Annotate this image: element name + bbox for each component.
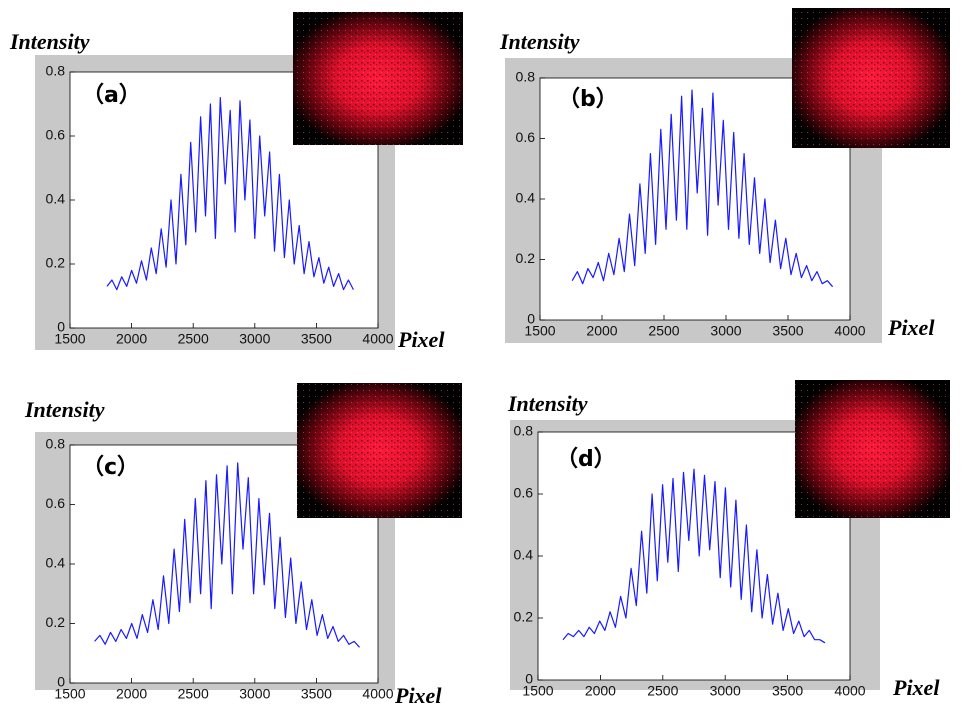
data-line — [106, 97, 354, 291]
speckle-image — [293, 12, 463, 145]
y-tick-label: 0.2 — [46, 255, 66, 271]
x-tick-label: 3500 — [772, 323, 803, 339]
insets — [293, 8, 950, 518]
x-tick-label: 4000 — [362, 686, 393, 702]
subplot: 1500 2000 2500 3000 3500 4000 0 0.2 0.4 0.6 0.8 Int… — [507, 391, 940, 700]
x-tick-label: 2500 — [178, 686, 209, 702]
x-tick-label: 2000 — [116, 686, 147, 702]
x-tick-label: 3000 — [710, 683, 741, 699]
x-tick-label: 4000 — [362, 331, 393, 347]
y-tick-label: 0.4 — [46, 191, 66, 207]
y-tick-label: 0.2 — [516, 250, 536, 266]
x-tick-label: 3500 — [301, 331, 332, 347]
x-tick-label: 2500 — [178, 331, 209, 347]
x-tick-label: 2500 — [647, 683, 678, 699]
x-tick-label: 3000 — [239, 686, 270, 702]
x-tick-label: 1500 — [54, 686, 85, 702]
x-tick-label: 3000 — [239, 331, 270, 347]
y-tick-label: 0.6 — [516, 129, 536, 145]
data-line — [571, 89, 834, 288]
panel-annotation: （a） — [82, 83, 141, 108]
y-tick-label: 0.6 — [514, 485, 534, 501]
data-line — [94, 462, 360, 648]
panel-annotation: （c） — [82, 455, 139, 480]
x-axis-label: Pixel — [397, 327, 445, 352]
y-tick-label: 0.4 — [514, 547, 534, 563]
speckle-image — [795, 380, 950, 518]
x-tick-label: 1500 — [522, 683, 553, 699]
y-tick-label: 0.6 — [46, 495, 66, 511]
x-tick-label: 2500 — [648, 323, 679, 339]
x-tick-label: 3500 — [772, 683, 803, 699]
speckle-image — [792, 8, 950, 148]
y-tick-label: 0 — [525, 671, 533, 687]
y-tick-label: 0 — [527, 311, 535, 327]
y-tick-label: 0.4 — [46, 555, 66, 571]
y-tick-label: 0 — [57, 319, 65, 335]
speckle-image — [297, 383, 462, 518]
panel-annotation: （d） — [556, 447, 616, 472]
x-tick-label: 2000 — [116, 331, 147, 347]
x-tick-label: 3000 — [710, 323, 741, 339]
x-tick-label: 3500 — [301, 686, 332, 702]
x-tick-label: 1500 — [524, 323, 555, 339]
panel-annotation: （b） — [558, 87, 618, 112]
y-tick-label: 0.8 — [516, 69, 536, 85]
y-tick-label: 0.2 — [46, 614, 66, 630]
y-tick-label: 0.6 — [46, 127, 66, 143]
y-axis-label: Intensity — [499, 29, 580, 54]
y-tick-label: 0.8 — [514, 423, 534, 439]
y-axis-label: Intensity — [9, 29, 90, 54]
x-axis-label: Pixel — [887, 315, 935, 340]
x-tick-label: 2000 — [586, 323, 617, 339]
y-tick-label: 0.8 — [46, 63, 66, 79]
y-tick-label: 0.8 — [46, 436, 66, 452]
x-tick-label: 4000 — [834, 683, 865, 699]
y-tick-label: 0 — [57, 674, 65, 690]
y-axis-label: Intensity — [507, 391, 588, 416]
y-tick-label: 0.4 — [516, 190, 536, 206]
x-tick-label: 1500 — [54, 331, 85, 347]
x-axis-label: Pixel — [892, 675, 940, 700]
x-tick-label: 4000 — [834, 323, 865, 339]
data-line — [562, 468, 826, 644]
y-axis-label: Intensity — [24, 397, 105, 422]
y-tick-label: 0.2 — [514, 609, 534, 625]
x-axis-label: Pixel — [394, 683, 442, 706]
x-tick-label: 2000 — [585, 683, 616, 699]
